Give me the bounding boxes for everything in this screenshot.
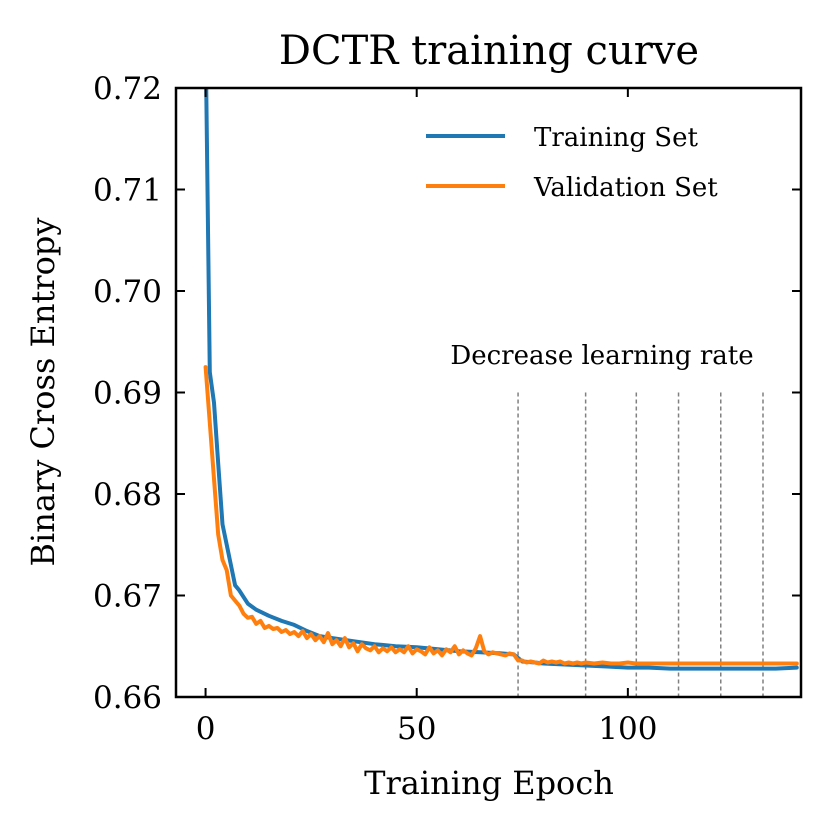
annotation-layer: [517, 392, 764, 697]
x-tick-label: 0: [196, 711, 216, 747]
series-layer: [203, 88, 799, 671]
y-tick-label: 0.68: [93, 477, 162, 513]
x-tick-label: 50: [397, 711, 436, 747]
y-tick-label: 0.67: [93, 579, 162, 615]
legend-label-training: Training Set: [534, 123, 698, 153]
x-tick-label: 100: [598, 711, 657, 747]
y-axis-label: Binary Cross Entropy: [24, 218, 62, 567]
annotation-text: Decrease learning rate: [450, 341, 753, 371]
y-tick-label: 0.70: [93, 274, 162, 310]
chart-title: DCTR training curve: [279, 28, 699, 74]
y-tick-label: 0.72: [93, 71, 162, 107]
legend: Training Set Validation Set: [426, 123, 718, 203]
legend-label-validation: Validation Set: [533, 173, 718, 203]
series-line-validation: [203, 365, 799, 666]
tick-layer: 0 50 100 0.66 0.67 0.68 0.69 0.70 0.71 0.72: [93, 71, 801, 747]
y-tick-label: 0.66: [93, 680, 162, 716]
y-tick-label: 0.69: [93, 376, 162, 412]
plot-frame: [174, 86, 803, 699]
y-tick-label: 0.71: [93, 173, 162, 209]
x-axis-label: Training Epoch: [364, 764, 614, 802]
